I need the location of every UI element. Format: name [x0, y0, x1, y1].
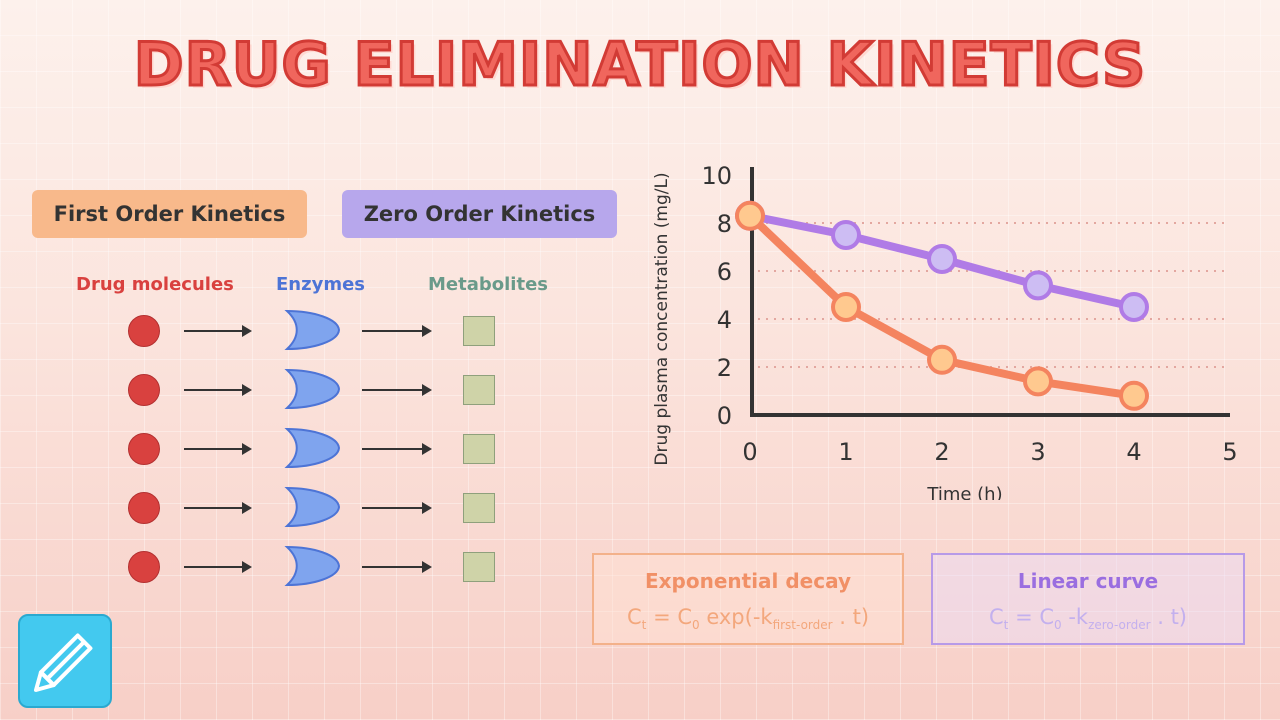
arrow-icon: [362, 502, 432, 514]
data-point: [1119, 380, 1149, 411]
arrow-icon: [184, 443, 252, 455]
drug-molecule: [128, 315, 160, 347]
linear-heading: Linear curve: [1017, 569, 1159, 593]
data-point: [1119, 292, 1149, 322]
drug-molecule: [128, 433, 160, 465]
arrow-icon: [362, 443, 432, 455]
metabolite: [463, 316, 495, 346]
page-title: DRUG ELIMINATION KINETICS: [132, 29, 1147, 102]
drug-molecule: [128, 551, 160, 583]
drug-molecule: [128, 492, 160, 524]
drug-molecule: [128, 374, 160, 406]
data-point: [831, 220, 861, 250]
drug-molecules-heading: Drug molecules: [76, 274, 234, 295]
data-point: [735, 200, 765, 231]
enzyme-icon: [284, 545, 342, 587]
arrow-icon: [362, 384, 432, 396]
chart-ticks: 0 2 4 6 8 10 0 1 2 3 4 5: [701, 162, 1237, 466]
enzymes-heading: Enzymes: [276, 274, 365, 295]
chart-axes: [750, 167, 1230, 417]
arrow-icon: [184, 502, 252, 514]
metabolites-heading: Metabolites: [428, 274, 548, 295]
exponential-equation: Ct = C0 exp(-kfirst-order . t): [626, 605, 870, 633]
exponential-heading: Exponential decay: [644, 569, 852, 593]
data-point: [1023, 366, 1053, 397]
y-axis-label: Drug plasma concentration (mg/L): [652, 172, 672, 466]
arrow-icon: [362, 325, 432, 337]
zero-order-tag: Zero Order Kinetics: [342, 190, 617, 238]
enzyme-icon: [284, 368, 342, 410]
metabolite: [463, 493, 495, 523]
metabolite: [463, 552, 495, 582]
y-tick-label: 8: [717, 210, 732, 238]
x-axis-label: Time (h): [926, 484, 1002, 500]
arrow-icon: [184, 325, 252, 337]
y-tick-label: 0: [717, 402, 732, 430]
metabolite: [463, 434, 495, 464]
y-tick-label: 6: [717, 258, 732, 286]
x-tick-label: 5: [1222, 438, 1237, 466]
x-tick-label: 4: [1126, 438, 1141, 466]
data-point: [927, 244, 957, 274]
exponential-formula-box: Exponential decay Ct = C0 exp(-kfirst-or…: [592, 553, 904, 645]
data-point: [1023, 270, 1053, 301]
arrow-icon: [362, 561, 432, 573]
y-tick-label: 2: [717, 354, 732, 382]
chart-grid: [750, 222, 1230, 368]
enzyme-icon: [284, 427, 342, 469]
linear-formula-box: Linear curve Ct = C0 -kzero-order . t): [931, 553, 1245, 645]
metabolite: [463, 375, 495, 405]
linear-equation: Ct = C0 -kzero-order . t): [989, 605, 1187, 633]
x-tick-label: 2: [934, 438, 949, 466]
enzyme-icon: [284, 309, 342, 351]
x-tick-label: 3: [1030, 438, 1045, 466]
data-point: [927, 344, 957, 375]
pencil-logo-icon: [18, 614, 112, 708]
x-tick-label: 1: [838, 438, 853, 466]
chart-series: [735, 200, 1149, 411]
concentration-chart: 0 2 4 6 8 10 0 1 2 3 4 5 Time (h): [701, 162, 1237, 500]
y-tick-label: 4: [717, 306, 732, 334]
enzyme-icon: [284, 486, 342, 528]
y-tick-label: 10: [701, 162, 732, 190]
arrow-icon: [184, 561, 252, 573]
first-order-tag: First Order Kinetics: [32, 190, 307, 238]
x-tick-label: 0: [742, 438, 757, 466]
y-axis-label-wrap: Drug plasma concentration (mg/L): [640, 170, 680, 470]
data-point: [831, 292, 861, 322]
arrow-icon: [184, 384, 252, 396]
